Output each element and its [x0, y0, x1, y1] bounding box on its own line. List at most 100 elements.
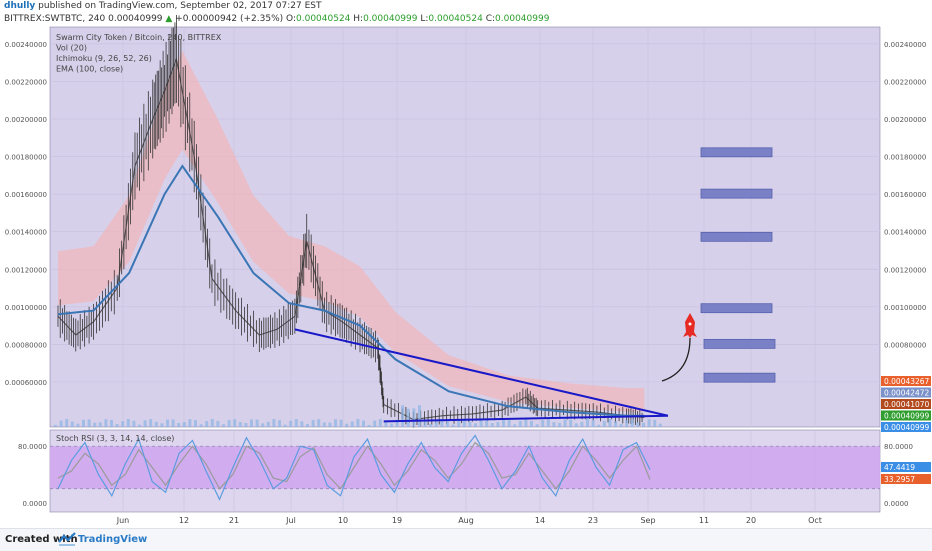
volume-bar	[70, 421, 74, 427]
price-label-bg	[881, 387, 931, 398]
main-panel: 0.00240000 0.00240000 0.00220000 0.00220000…	[5, 15, 931, 432]
volume-bar	[87, 419, 91, 427]
volume-bar	[552, 422, 556, 427]
low-value: 0.00040524	[428, 14, 483, 24]
close-label: C:	[485, 14, 496, 24]
volume-bar	[451, 424, 455, 427]
last-price: 0.00040999	[108, 14, 163, 24]
y-tick-label-right: 0.00240000	[884, 41, 926, 49]
volume-bar	[479, 419, 483, 427]
rsi-label: 33.2957	[884, 475, 915, 484]
y-tick-label-right: 0.00180000	[884, 154, 926, 162]
volume-bar	[412, 408, 416, 427]
tradingview-logo-icon	[58, 532, 76, 546]
volume-bar	[227, 420, 231, 427]
y-tick-label-left: 0.00180000	[5, 154, 47, 162]
triangle-upper-line	[294, 328, 669, 417]
volume-bar	[619, 423, 623, 427]
x-tick-label: 21	[229, 516, 239, 525]
x-tick-label: 12	[179, 516, 189, 525]
volume-bar	[507, 420, 511, 427]
volume-bar	[490, 423, 494, 427]
volume-bar	[530, 421, 533, 427]
publish-info: published on TradingView.com, September …	[38, 1, 322, 11]
target-box	[700, 303, 773, 314]
volume-bar	[524, 419, 528, 427]
rsi-label-bg	[881, 462, 931, 472]
footer: Created with TradingView	[0, 528, 932, 551]
volume-bar	[188, 419, 192, 427]
volume-bar	[474, 423, 477, 427]
x-tick-label: 23	[588, 516, 598, 525]
volume-bar	[378, 419, 382, 427]
price-change: +0.00000942 (+2.35%)	[175, 14, 284, 24]
volume-bar	[446, 420, 449, 427]
volume-bar	[602, 420, 606, 427]
stoch-rsi-panel: Stoch RSI (3, 3, 14, 14, close) 80.0000 80…	[18, 429, 931, 513]
volume-bar	[502, 419, 505, 427]
y-tick-label-left: 0.00200000	[5, 116, 47, 124]
rsi-label: 47.4419	[884, 463, 915, 472]
volume-bar	[210, 419, 214, 427]
tradingview-brand[interactable]: TradingView	[78, 534, 148, 545]
target-box	[703, 338, 776, 349]
x-tick-label: 14	[535, 516, 545, 525]
y-tick-label-right: 0.00220000	[884, 78, 926, 86]
volume-bar	[625, 419, 629, 427]
volume-bar	[216, 421, 220, 427]
high-value: 0.00040999	[363, 14, 418, 24]
volume-bar	[76, 423, 80, 427]
volume-bar	[93, 422, 97, 427]
created-with-label: Created with	[5, 534, 78, 545]
volume-bar	[110, 419, 113, 427]
volume-bar	[311, 419, 315, 427]
volume-bar	[518, 420, 522, 427]
price-label-bg	[881, 399, 931, 409]
y-tick-label-right: 0.00140000	[884, 229, 926, 237]
legend-entry: Ichimoku (9, 26, 52, 26)	[56, 54, 152, 63]
y-tick-label-left: 0.00060000	[5, 379, 47, 387]
volume-bar	[138, 424, 141, 427]
up-arrow-icon: ▲	[165, 14, 173, 24]
volume-bar	[485, 419, 489, 427]
volume-bar	[177, 423, 181, 427]
target-box	[700, 188, 773, 199]
volume-bar	[597, 424, 601, 427]
price-chart[interactable]: 0.00240000 0.00240000 0.00220000 0.00220000…	[0, 0, 932, 528]
y-tick-label-left: 0.00220000	[5, 78, 47, 86]
volume-bar	[194, 420, 197, 427]
author-name[interactable]: dhully	[4, 1, 36, 11]
high-label: H:	[353, 14, 364, 24]
legend-entry: Vol (20)	[56, 44, 87, 53]
volume-bar	[334, 419, 337, 427]
price-label: 0.00042472	[884, 389, 930, 398]
volume-bar	[457, 420, 461, 427]
target-box	[703, 372, 776, 383]
volume-bar	[384, 421, 388, 427]
volume-bar	[373, 420, 377, 427]
y-tick-label-right: 0.00080000	[884, 341, 926, 349]
rsi-k-line	[57, 434, 651, 501]
volume-bar	[345, 423, 349, 427]
volume-bar	[630, 419, 634, 427]
volume-bar	[238, 422, 242, 427]
open-label: O:	[286, 14, 296, 24]
volume-bar	[65, 419, 69, 427]
rsi-band	[50, 446, 880, 489]
target-box	[700, 147, 773, 158]
volume-bar	[233, 419, 237, 427]
volume-bar	[278, 420, 281, 427]
volume-bar	[306, 423, 309, 427]
volume-bar	[261, 423, 265, 427]
publish-line: dhully published on TradingView.com, Sep…	[4, 1, 321, 11]
volume-bar	[586, 419, 589, 427]
volume-bar	[59, 420, 63, 427]
rsi-y-tick-right: 80.0000	[884, 443, 913, 451]
price-label: 0.00043267	[884, 377, 930, 386]
volume-bar	[468, 421, 472, 427]
volume-bar	[362, 420, 365, 427]
ema-line	[57, 164, 645, 417]
rsi-d-line	[57, 441, 651, 490]
volume-bar	[255, 419, 259, 427]
volume-bar	[317, 419, 321, 427]
